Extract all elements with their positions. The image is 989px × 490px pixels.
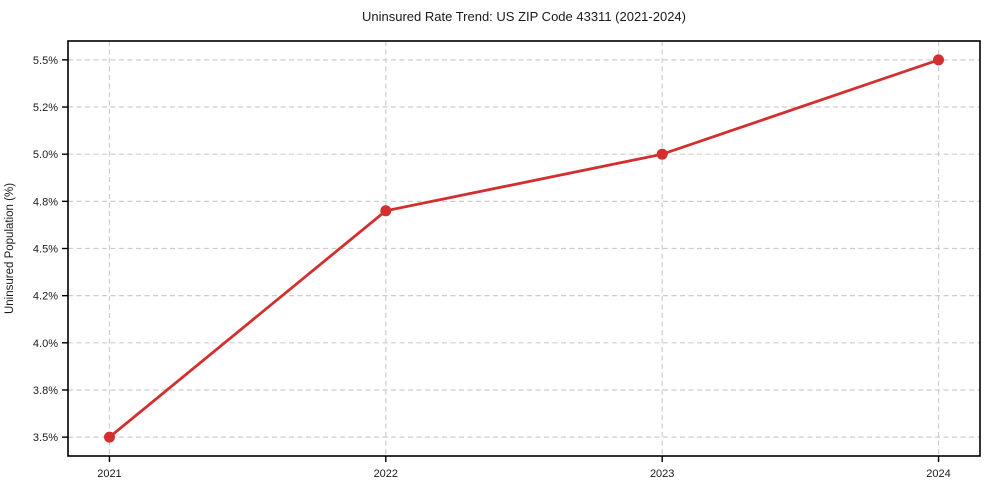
y-tick-label: 3.8% — [33, 385, 58, 397]
vertical-gridlines — [108, 41, 940, 456]
y-tick-label: 4.5% — [33, 244, 58, 256]
x-tick-label: 2022 — [374, 468, 398, 480]
y-axis-label: Uninsured Population (%) — [4, 183, 16, 314]
y-tick-label: 4.8% — [33, 196, 58, 208]
y-tick-label: 5.2% — [33, 102, 58, 114]
x-tick-labels: 2021 2022 2023 2024 — [97, 468, 951, 480]
trend-line — [108, 58, 940, 439]
y-tick-label: 5.0% — [33, 149, 58, 161]
y-tick-label: 5.5% — [33, 55, 58, 67]
x-tick-label: 2024 — [926, 468, 950, 480]
y-tick-label: 4.2% — [33, 291, 58, 303]
data-point — [380, 205, 392, 217]
y-axis-ticks — [62, 59, 68, 438]
x-tick-label: 2023 — [650, 468, 674, 480]
data-point-markers — [104, 54, 944, 443]
chart-title: Uninsured Rate Trend: US ZIP Code 43311 … — [362, 9, 686, 24]
y-tick-label: 4.0% — [33, 338, 58, 350]
y-tick-labels: 3.5% 3.8% 4.0% 4.2% 4.5% 4.8% 5.0% 5.2% 5.5% — [33, 55, 58, 444]
data-point — [656, 148, 668, 160]
y-tick-label: 3.5% — [33, 432, 58, 444]
data-point — [104, 431, 115, 443]
x-axis-ticks — [108, 456, 940, 462]
horizontal-gridlines — [68, 59, 980, 438]
data-point — [933, 54, 944, 66]
x-tick-label: 2021 — [97, 468, 121, 480]
